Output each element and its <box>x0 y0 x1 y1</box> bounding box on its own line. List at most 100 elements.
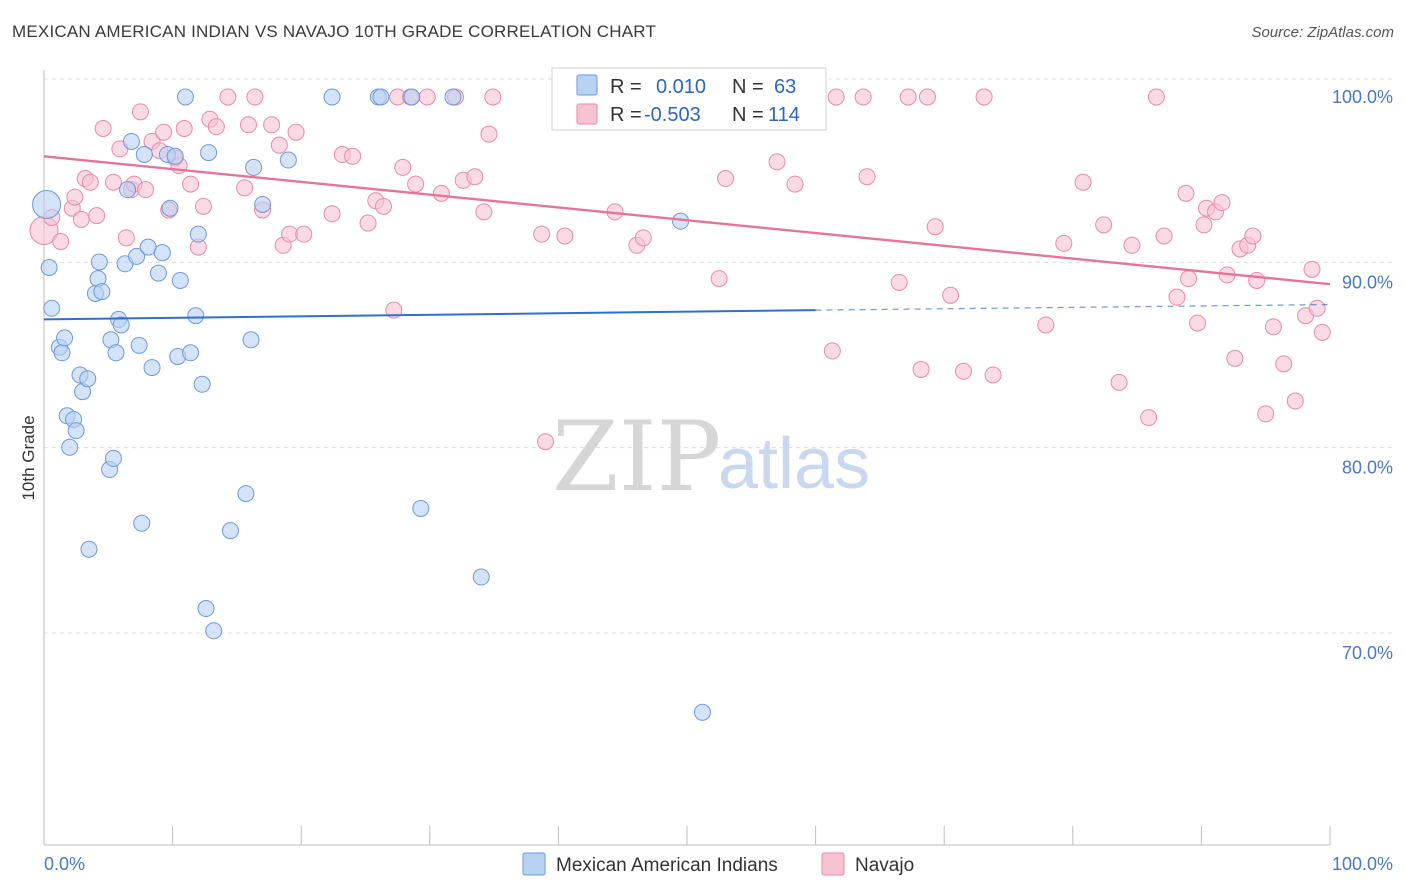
navajo-point <box>359 214 377 232</box>
navajo-point <box>1275 355 1293 373</box>
mexican-american-indian-point <box>130 336 148 354</box>
mexican-american-indian-point <box>119 181 137 199</box>
navajo-point <box>1248 271 1266 289</box>
mexican-american-indian-point <box>128 247 146 265</box>
mexican-american-indian-point <box>90 253 108 271</box>
navajo-point <box>942 286 960 304</box>
navajo-point <box>155 123 173 141</box>
legend-blue-r-label: R = <box>610 76 642 98</box>
navajo-point <box>480 125 498 143</box>
navajo-point <box>1155 227 1173 245</box>
mexican-american-indian-point <box>444 88 462 106</box>
navajo-points <box>29 88 1331 451</box>
mexican-american-indian-point <box>79 370 97 388</box>
mexican-american-indian-point <box>135 145 153 163</box>
navajo-point <box>1110 373 1128 391</box>
navajo-point <box>344 147 362 165</box>
mexican-american-indian-point <box>200 144 218 162</box>
mexican-american-indian-point <box>139 238 157 256</box>
x-tick-label-right: 100.0% <box>1332 854 1393 874</box>
navajo-point <box>475 203 493 221</box>
mexican-american-indian-point <box>176 88 194 106</box>
navajo-point <box>175 120 193 138</box>
navajo-point <box>81 173 99 191</box>
navajo-point <box>466 168 484 186</box>
navajo-point <box>131 103 149 121</box>
legend-series: Mexican American Indians Navajo <box>522 852 914 876</box>
mexican-american-indian-point <box>197 600 215 618</box>
mexican-american-indian-point <box>242 331 260 349</box>
mexican-american-indian-point <box>193 375 211 393</box>
mexican-american-indian-point <box>245 158 263 176</box>
navajo-point <box>207 118 225 136</box>
mexican-american-indian-point <box>104 449 122 467</box>
mexican-american-indian-point <box>67 422 85 440</box>
navajo-point <box>194 197 212 215</box>
navajo-point <box>246 88 264 106</box>
navajo-point <box>281 225 299 243</box>
mexican-american-indian-point <box>237 485 255 503</box>
navajo-point <box>219 88 237 106</box>
navajo-point <box>484 88 502 106</box>
y-tick-label: 70.0% <box>1342 643 1393 663</box>
navajo-point <box>117 229 135 247</box>
x-tick-label-left: 0.0% <box>44 854 85 874</box>
navajo-point <box>1264 318 1282 336</box>
navajo-point <box>533 225 551 243</box>
navajo-point <box>827 88 845 106</box>
navajo-point <box>94 120 112 138</box>
legend-pink-n-label: N = <box>732 104 764 126</box>
blue-trend-extension <box>815 303 1331 311</box>
mexican-american-indian-point <box>279 151 297 169</box>
navajo-point <box>1303 260 1321 278</box>
mexican-american-indian-point <box>143 359 161 377</box>
navajo-point <box>287 123 305 141</box>
navajo-point <box>1074 173 1092 191</box>
navajo-point <box>394 158 412 176</box>
navajo-point <box>854 88 872 106</box>
mexican-american-indian-point <box>107 344 125 362</box>
navajo-point <box>717 170 735 188</box>
mexican-american-indian-point <box>32 189 62 219</box>
mexican-american-indian-point <box>40 259 58 277</box>
navajo-point <box>295 225 313 243</box>
legend-blue-swatch <box>576 74 598 96</box>
navajo-point <box>634 229 652 247</box>
legend-blue-n-value: 63 <box>774 76 796 98</box>
navajo-point <box>954 362 972 380</box>
trend-lines <box>43 155 1331 321</box>
mexican-american-indian-point <box>149 264 167 282</box>
pink-trend-line <box>43 155 1331 286</box>
navajo-point <box>1180 270 1198 288</box>
chart-title: MEXICAN AMERICAN INDIAN VS NAVAJO 10TH G… <box>12 22 657 41</box>
navajo-point <box>858 168 876 186</box>
mexican-american-indian-point <box>254 195 272 213</box>
navajo-point <box>975 88 993 106</box>
navajo-point <box>323 205 341 223</box>
y-tick-label: 90.0% <box>1342 272 1393 292</box>
legend-stats: R = 0.010 N = 63 R = -0.503 N = 114 <box>551 67 827 131</box>
navajo-point <box>270 136 288 154</box>
navajo-point <box>1189 314 1207 332</box>
mexican-american-indian-point <box>122 132 140 150</box>
mexican-american-indian-point <box>221 522 239 540</box>
legend-blue-r-value: 0.010 <box>656 76 706 98</box>
navajo-point <box>1308 299 1326 317</box>
navajo-point <box>1257 405 1275 423</box>
navajo-point <box>823 342 841 360</box>
mexican-american-indian-point <box>153 244 171 262</box>
navajo-point <box>1177 184 1195 202</box>
mexican-american-indian-point <box>171 271 189 289</box>
mexican-american-indian-point <box>472 568 490 586</box>
mexican-american-indian-point <box>187 307 205 325</box>
navajo-point <box>912 360 930 378</box>
mexican-american-indian-point <box>56 329 74 347</box>
legend-series-pink-swatch <box>821 852 845 876</box>
navajo-point <box>137 181 155 199</box>
navajo-point <box>236 179 254 197</box>
navajo-point <box>899 88 917 106</box>
navajo-point <box>537 433 555 451</box>
legend-blue-n-label: N = <box>732 76 764 98</box>
mexican-american-indian-point <box>693 703 711 721</box>
